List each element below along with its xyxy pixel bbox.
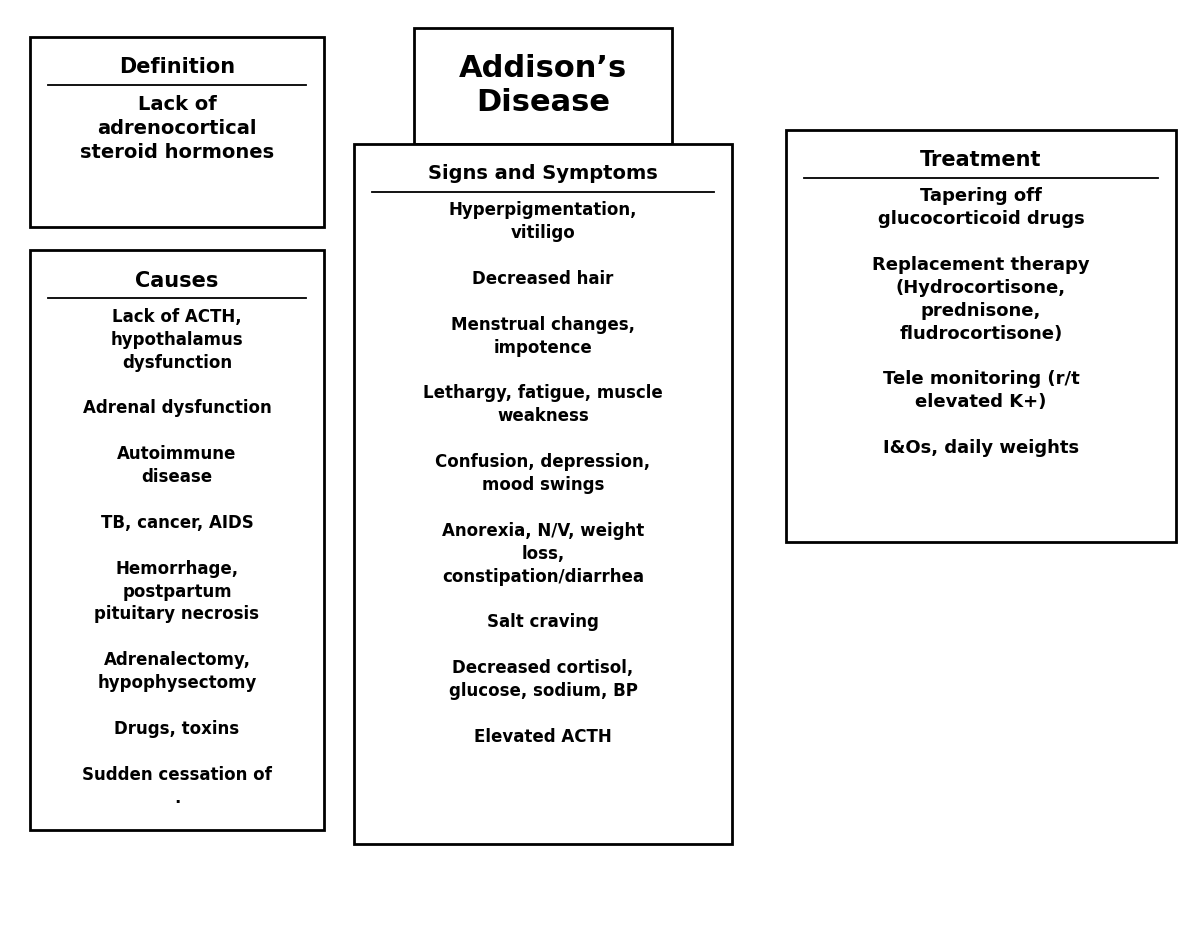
Text: Treatment: Treatment xyxy=(920,150,1042,171)
Text: Definition: Definition xyxy=(119,57,235,78)
Text: Tapering off
glucocorticoid drugs

Replacement therapy
(Hydrocortisone,
predniso: Tapering off glucocorticoid drugs Replac… xyxy=(872,187,1090,457)
FancyBboxPatch shape xyxy=(354,144,732,844)
Text: Signs and Symptoms: Signs and Symptoms xyxy=(428,164,658,183)
Text: Causes: Causes xyxy=(136,271,218,291)
Text: Lack of ACTH,
hypothalamus
dysfunction

Adrenal dysfunction

Autoimmune
disease
: Lack of ACTH, hypothalamus dysfunction A… xyxy=(82,308,272,806)
Text: Lack of
adrenocortical
steroid hormones: Lack of adrenocortical steroid hormones xyxy=(80,95,274,162)
FancyBboxPatch shape xyxy=(786,130,1176,542)
FancyBboxPatch shape xyxy=(414,28,672,144)
FancyBboxPatch shape xyxy=(30,37,324,227)
Text: Hyperpigmentation,
vitiligo

Decreased hair

Menstrual changes,
impotence

Letha: Hyperpigmentation, vitiligo Decreased ha… xyxy=(424,201,662,746)
Text: Addison’s
Disease: Addison’s Disease xyxy=(458,55,628,117)
FancyBboxPatch shape xyxy=(30,250,324,830)
